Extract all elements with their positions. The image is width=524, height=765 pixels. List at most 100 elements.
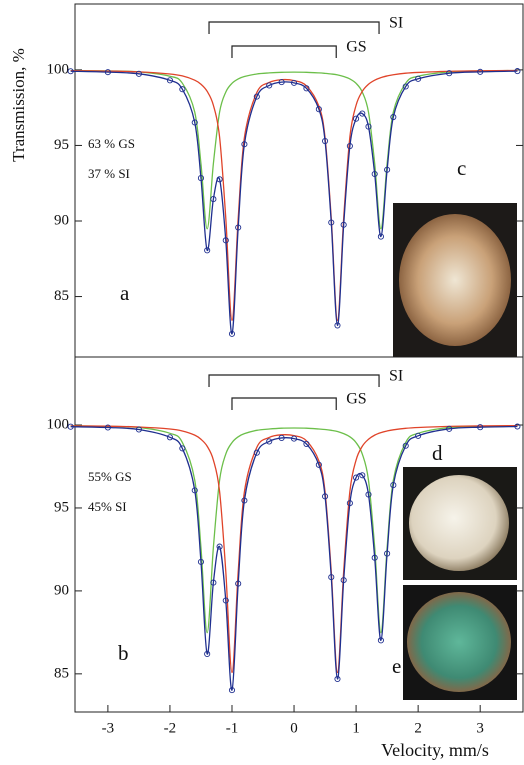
photo-sample — [409, 475, 509, 571]
data-point — [135, 70, 142, 77]
data-point — [104, 69, 111, 76]
panel-letter: c — [457, 156, 466, 180]
data-point — [359, 110, 366, 117]
data-point — [216, 176, 223, 183]
data-point — [340, 221, 347, 228]
data-point — [365, 123, 372, 130]
data-point — [322, 493, 329, 500]
data-point — [241, 497, 248, 504]
data-point — [191, 487, 198, 494]
x-tick-label: 1 — [352, 720, 360, 736]
doublet-label: SI — [389, 15, 403, 32]
phase-fraction: 55% GS — [88, 469, 132, 484]
data-point — [179, 445, 186, 452]
data-point — [235, 224, 242, 231]
data-point — [328, 574, 335, 581]
y-tick-label: 95 — [54, 499, 69, 515]
panel-letter: d — [432, 441, 443, 465]
x-tick-label: -1 — [226, 720, 239, 736]
phase-fraction: 45% SI — [88, 499, 127, 514]
data-point — [278, 434, 285, 442]
data-point — [446, 70, 453, 77]
data-point — [290, 79, 298, 86]
panel-letter: a — [120, 281, 130, 305]
data-point — [322, 138, 329, 145]
doublet-label: GS — [346, 39, 366, 56]
phase-fraction: 37 % SI — [88, 166, 130, 181]
data-point — [166, 434, 173, 441]
data-point — [266, 82, 273, 89]
y-tick-label: 100 — [47, 416, 70, 432]
data-point — [135, 426, 142, 433]
spectrum-line — [70, 425, 518, 674]
data-point — [384, 550, 391, 557]
data-point — [67, 423, 74, 430]
doublet-label: SI — [389, 368, 403, 385]
doublet-bracket — [208, 374, 380, 387]
data-point — [334, 322, 341, 329]
data-point — [371, 170, 378, 178]
data-point — [334, 675, 341, 683]
y-axis-label: Transmission, % — [9, 48, 28, 162]
plot-frame — [74, 356, 524, 713]
x-tick-label: -3 — [102, 720, 115, 736]
doublet-bracket — [231, 397, 337, 410]
data-point — [303, 440, 310, 447]
photo-sample — [407, 592, 511, 692]
y-tick-label: 95 — [54, 137, 69, 153]
doublet-bracket — [208, 21, 380, 34]
x-tick-label: 3 — [476, 720, 484, 736]
data-point — [359, 472, 366, 479]
data-point — [377, 233, 384, 240]
data-point — [340, 577, 347, 584]
data-point — [477, 68, 484, 75]
panel-letter: b — [118, 641, 129, 665]
data-point — [253, 449, 260, 456]
data-point — [315, 461, 322, 468]
data-point — [402, 83, 409, 90]
data-point — [222, 597, 229, 604]
photos — [393, 203, 517, 700]
data-point — [216, 543, 223, 550]
x-axis-label: Velocity, mm/s — [381, 740, 489, 760]
x-tick-label: 0 — [290, 720, 298, 736]
data-point — [390, 482, 397, 489]
data-point — [371, 554, 378, 561]
data-point — [390, 113, 397, 121]
data-point — [514, 423, 521, 430]
data-point — [290, 435, 298, 442]
data-point — [446, 425, 453, 432]
y-tick-label: 90 — [54, 582, 69, 598]
data-point — [222, 237, 229, 244]
data-point — [402, 442, 409, 449]
data-point — [210, 196, 217, 203]
data-point — [241, 141, 248, 148]
photo-sample — [399, 214, 511, 346]
data-point — [166, 77, 173, 84]
data-point — [104, 424, 111, 431]
y-tick-label: 90 — [54, 212, 69, 228]
data-point — [477, 424, 484, 431]
data-point — [384, 166, 391, 173]
data-point — [228, 687, 236, 694]
data-point — [303, 85, 310, 92]
data-point — [346, 500, 353, 507]
x-tick-label: 2 — [414, 720, 422, 736]
data-point — [278, 79, 285, 86]
data-point — [266, 438, 273, 445]
data-point — [365, 491, 372, 498]
x-tick-label: -2 — [164, 720, 177, 736]
data-point — [210, 579, 217, 586]
doublet-bracket — [231, 45, 337, 58]
data-point — [235, 580, 242, 587]
data-point — [377, 637, 384, 644]
data-point — [315, 106, 322, 113]
data-point — [328, 219, 335, 226]
y-tick-label: 100 — [47, 61, 70, 77]
data-point — [179, 86, 186, 93]
data-point — [346, 142, 353, 150]
data-point — [228, 330, 236, 337]
data-point — [67, 68, 74, 75]
